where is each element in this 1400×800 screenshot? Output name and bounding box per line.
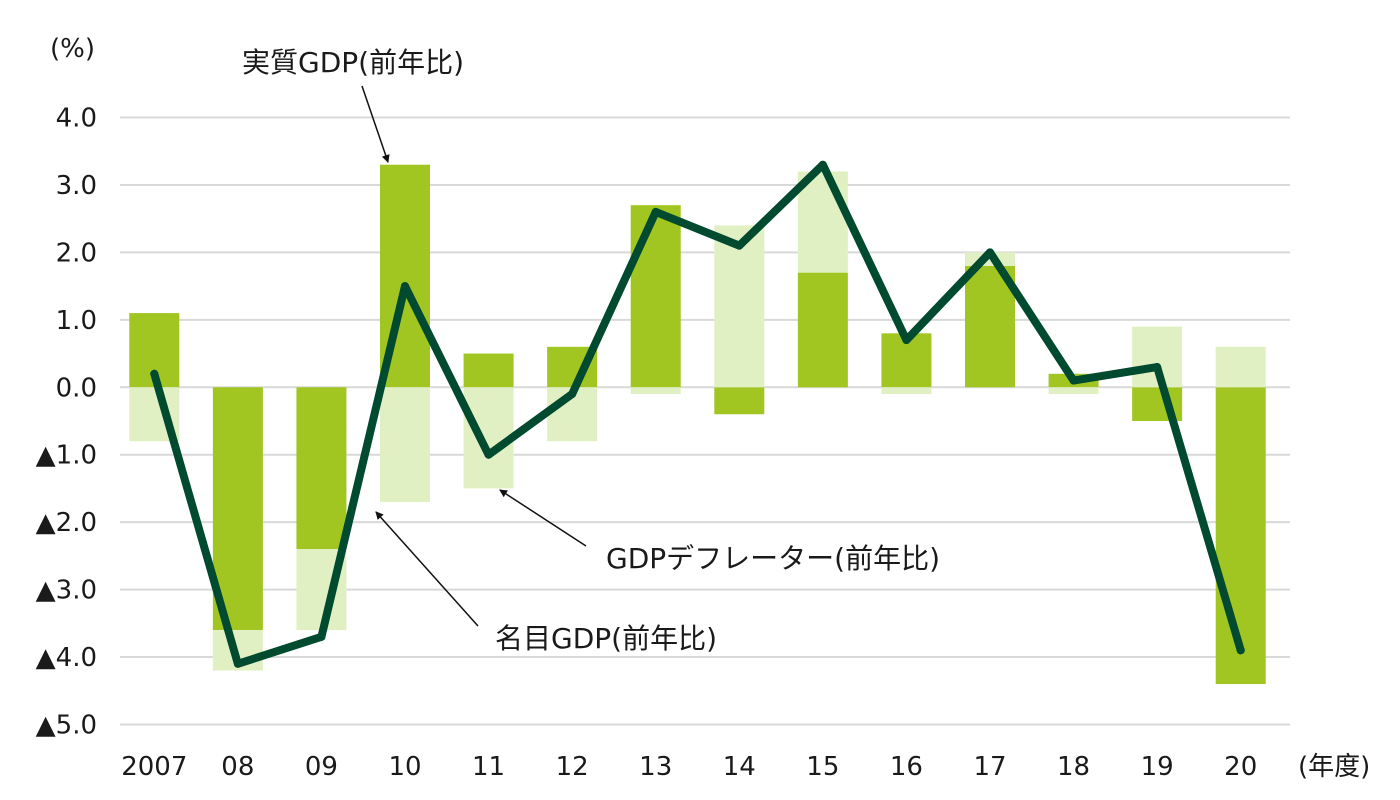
real-gdp-bar — [463, 353, 514, 388]
real-gdp-pointer — [361, 85, 390, 163]
x-tick-label: 2007 — [121, 752, 187, 782]
x-tick-label: 18 — [1057, 752, 1090, 782]
y-unit-label: (%) — [50, 34, 95, 64]
y-tick-label: 1.0 — [56, 306, 97, 336]
x-tick-label: 16 — [890, 752, 923, 782]
deflator-bar — [1048, 387, 1099, 395]
deflator-bar — [714, 225, 765, 388]
nominal-gdp-point — [735, 241, 744, 250]
real-gdp-bar — [1215, 387, 1266, 685]
x-tick-label: 08 — [221, 752, 254, 782]
y-tick-label: ▲3.0 — [36, 576, 97, 606]
nominal-gdp-point — [651, 207, 660, 216]
deflator-bar — [1215, 346, 1266, 388]
y-tick-label: ▲2.0 — [36, 508, 97, 538]
real-gdp-bar — [296, 387, 347, 550]
deflator-label: GDPデフレーター(前年比) — [606, 542, 940, 575]
real-gdp-bar — [630, 205, 681, 388]
nominal-gdp-point — [818, 160, 827, 169]
y-tick-label: ▲5.0 — [36, 711, 97, 741]
real-gdp-bar — [714, 387, 765, 415]
x-tick-label: 11 — [472, 752, 505, 782]
nominal-gdp-point — [233, 659, 242, 668]
real-gdp-bar — [212, 387, 263, 631]
x-unit-label: (年度) — [1298, 752, 1370, 782]
x-tick-label: 17 — [973, 752, 1006, 782]
deflator-bar — [630, 387, 681, 395]
x-tick-label: 12 — [556, 752, 589, 782]
nominal-gdp-point — [1153, 363, 1162, 372]
nominal-gdp-point — [317, 632, 326, 641]
nominal-gdp-point — [150, 369, 159, 378]
deflator-pointer — [499, 489, 587, 547]
real-gdp-bar — [965, 265, 1015, 388]
y-tick-label: 0.0 — [56, 373, 97, 403]
bar-layer — [129, 164, 1266, 685]
real-gdp-bar — [797, 272, 848, 388]
real-gdp-label: 実質GDP(前年比) — [242, 46, 464, 79]
y-tick-label: 3.0 — [56, 171, 97, 201]
x-tick-label: 10 — [388, 752, 421, 782]
nominal-gdp-point — [902, 336, 911, 345]
nominal-gdp-point — [1069, 376, 1078, 385]
y-tick-label: ▲1.0 — [36, 441, 97, 471]
nominal-gdp-point — [401, 282, 409, 291]
x-tick-label: 15 — [806, 752, 839, 782]
deflator-bar — [881, 387, 932, 395]
y-tick-label: 2.0 — [56, 238, 97, 268]
nominal-gdp-pointer — [375, 511, 479, 627]
deflator-bar — [797, 171, 848, 273]
nominal-gdp-point — [986, 248, 994, 257]
nominal-gdp-point — [1236, 646, 1245, 655]
nominal-gdp-point — [568, 390, 577, 399]
x-tick-label: 20 — [1224, 752, 1257, 782]
x-tick-label: 19 — [1141, 752, 1174, 782]
nominal-gdp-point — [484, 450, 493, 459]
x-tick-label: 13 — [639, 752, 672, 782]
y-tick-label: 4.0 — [56, 104, 97, 134]
line-layer — [150, 160, 1245, 668]
axis-layer: 4.0 3.0 2.0 1.0 0.0 ▲1.0 ▲2.0 ▲3.0 ▲4.0 ▲5.0 2007 0… — [36, 104, 1258, 783]
x-tick-label: 14 — [723, 752, 756, 782]
y-tick-label: ▲4.0 — [36, 643, 97, 673]
deflator-bar — [380, 387, 430, 502]
x-tick-label: 09 — [305, 752, 338, 782]
nominal-gdp-line — [150, 160, 1245, 668]
nominal-gdp-label: 名目GDP(前年比) — [495, 622, 717, 655]
